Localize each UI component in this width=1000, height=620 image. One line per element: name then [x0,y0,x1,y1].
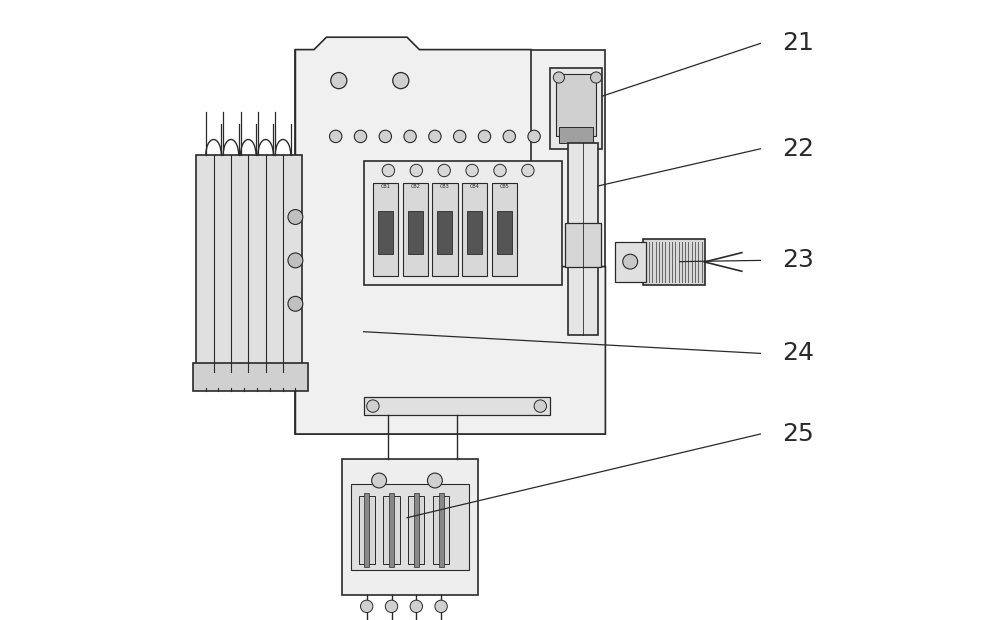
Bar [643,239,705,285]
Text: CB3: CB3 [440,184,450,188]
Bar [295,50,605,434]
Circle shape [427,473,442,488]
Bar [492,183,517,276]
Circle shape [528,130,540,143]
Bar [568,143,598,335]
Text: CB4: CB4 [470,184,480,188]
Text: 24: 24 [782,342,814,365]
Circle shape [288,210,303,224]
Bar [351,484,469,570]
Bar [565,223,601,267]
Circle shape [288,253,303,268]
Bar [196,155,302,372]
Bar [408,496,424,564]
Circle shape [410,164,422,177]
Circle shape [382,164,395,177]
Bar [359,496,375,564]
Bar [467,211,482,254]
Circle shape [354,130,367,143]
Text: CB5: CB5 [500,184,509,188]
Circle shape [367,400,379,412]
Bar [364,493,369,567]
Bar [556,74,596,136]
Bar [433,496,449,564]
Circle shape [429,130,441,143]
Circle shape [438,164,450,177]
Circle shape [410,600,422,613]
Bar [373,183,398,276]
Text: 23: 23 [782,249,814,272]
Bar [432,183,458,276]
Circle shape [385,600,398,613]
Bar [364,397,550,415]
Text: CB2: CB2 [410,184,420,188]
Bar [439,493,444,567]
Circle shape [534,400,546,412]
Circle shape [591,72,602,83]
Circle shape [623,254,638,269]
Circle shape [393,73,409,89]
Bar [437,211,452,254]
Circle shape [553,72,564,83]
Bar [378,211,393,254]
Bar [414,493,419,567]
Circle shape [330,130,342,143]
Text: 22: 22 [782,137,814,161]
Bar [383,496,400,564]
Bar [462,183,487,276]
Circle shape [379,130,392,143]
Circle shape [360,600,373,613]
Bar [408,211,422,254]
Circle shape [494,164,506,177]
Bar [389,493,394,567]
Bar [364,161,562,285]
Bar [559,127,593,143]
Circle shape [454,130,466,143]
Bar [550,68,602,149]
Circle shape [522,164,534,177]
Bar [615,242,646,282]
Bar [342,459,478,595]
Circle shape [466,164,478,177]
Text: 25: 25 [782,422,814,446]
Polygon shape [295,37,605,434]
Circle shape [503,130,516,143]
Circle shape [435,600,447,613]
Text: 21: 21 [782,32,814,55]
Bar [403,183,428,276]
Text: CB1: CB1 [381,184,390,188]
Bar [193,363,308,391]
Circle shape [331,73,347,89]
Circle shape [372,473,387,488]
Circle shape [478,130,491,143]
Circle shape [288,296,303,311]
Bar [497,211,512,254]
Circle shape [404,130,416,143]
